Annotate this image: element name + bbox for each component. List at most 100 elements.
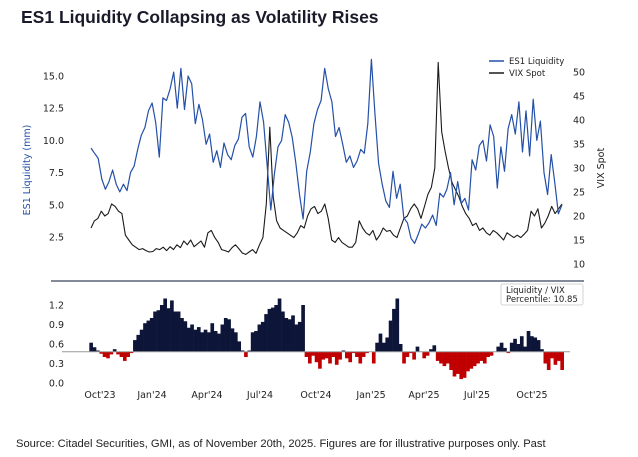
area-segment-positive — [247, 350, 252, 352]
legend: ES1 Liquidity VIX Spot — [489, 57, 564, 79]
area-segment-negative — [106, 351, 110, 359]
area-segment-negative — [311, 351, 316, 356]
y-left-tick-label: 2.5 — [49, 233, 64, 244]
area-segment-positive — [378, 333, 383, 352]
area-segment-positive — [143, 323, 147, 352]
area-segment-positive — [193, 329, 198, 352]
area-segment-negative — [412, 351, 416, 360]
area-segment-positive — [183, 321, 188, 352]
area-segment-positive — [375, 342, 379, 352]
area-segment-negative — [452, 351, 457, 377]
area-segment-positive — [170, 300, 174, 352]
y-right-tick-label: 10 — [573, 260, 585, 271]
area-segment-positive — [385, 337, 390, 352]
area-segment-negative — [351, 351, 356, 354]
area-segment-negative — [321, 351, 326, 360]
area-segment-negative — [466, 351, 470, 372]
area-segment-negative — [358, 351, 363, 364]
area-segment-negative — [109, 351, 114, 355]
x-tick-label: Jul'25 — [463, 390, 490, 401]
legend-label-liquidity: ES1 Liquidity — [509, 57, 564, 67]
y-right-tick-label: 20 — [573, 212, 585, 223]
y-left-tick-label: 5.0 — [49, 200, 64, 211]
area-segment-positive — [230, 328, 235, 352]
area-segment-positive — [156, 310, 161, 352]
x-tick-label: Jul'24 — [246, 390, 273, 401]
area-segment-positive — [210, 323, 215, 352]
area-segment-negative — [456, 351, 460, 374]
area-segment-negative — [371, 351, 376, 364]
area-segment-negative — [314, 351, 319, 363]
area-segment-positive — [207, 332, 211, 352]
area-segment-negative — [129, 351, 134, 354]
top-plot-area — [90, 58, 563, 255]
area-segment-positive — [530, 336, 534, 352]
area-segment-negative — [345, 351, 349, 359]
y-axis-label-left: ES1 Liquidity (mm) — [22, 125, 33, 216]
area-segment-positive — [496, 346, 501, 352]
area-segment-positive — [382, 342, 386, 352]
area-segment-positive — [112, 349, 117, 352]
area-segment-positive — [159, 305, 164, 352]
area-segment-positive — [227, 319, 231, 352]
area-segment-negative — [479, 351, 484, 361]
area-segment-positive — [297, 321, 302, 352]
x-tick-label: Oct'23 — [84, 390, 115, 401]
area-segment-negative — [462, 351, 467, 378]
area-segment-positive — [509, 342, 514, 352]
x-tick-label: Apr'25 — [408, 390, 439, 401]
area-segment-negative — [402, 351, 406, 364]
area-segment-negative — [449, 351, 453, 370]
area-segment-positive — [499, 342, 504, 352]
annotation-line-1: Liquidity / VIX — [506, 286, 565, 296]
area-segment-negative — [365, 351, 369, 354]
area-segment-positive — [516, 344, 521, 352]
area-segment-negative — [408, 351, 413, 354]
series-line-es1-liquidity — [90, 58, 563, 244]
area-segment-positive — [254, 331, 258, 352]
area-segment-negative — [472, 351, 477, 367]
area-segment-positive — [398, 344, 403, 352]
area-segment-positive — [203, 329, 208, 352]
area-segment-positive — [149, 318, 154, 352]
y-right-tick-label: 50 — [573, 68, 585, 79]
area-segment-positive — [432, 345, 437, 352]
area-segment-negative — [328, 351, 332, 364]
area-segment-negative — [506, 351, 511, 354]
area-segment-negative — [476, 351, 480, 364]
y-bottom-tick-label: 0.9 — [49, 320, 64, 331]
area-segment-positive — [163, 298, 167, 352]
legend-label-vix: VIX Spot — [509, 69, 546, 79]
area-segment-negative — [550, 351, 554, 359]
area-segment-positive — [415, 346, 420, 352]
area-segment-negative — [355, 351, 359, 357]
area-segment-negative — [482, 351, 487, 364]
y-bottom-tick-label: 1.2 — [49, 301, 64, 312]
x-axis: Oct'23 Jan'24 Apr'24 Jul'24 Oct'24 Jan'25 Apr'… — [84, 390, 547, 401]
area-segment-positive — [260, 321, 265, 352]
area-segment-positive — [395, 298, 400, 352]
y-right-tick-label: 25 — [573, 188, 585, 199]
area-segment-positive — [533, 337, 538, 352]
area-segment-negative — [556, 351, 561, 361]
area-segment-positive — [213, 331, 218, 352]
area-segment-positive — [233, 332, 238, 352]
area-segment-negative — [304, 351, 309, 357]
area-segment-negative — [348, 351, 353, 363]
annotation-box — [500, 283, 584, 306]
area-segment-positive — [257, 324, 262, 352]
x-tick-label: Jan'25 — [355, 390, 385, 401]
area-segment-positive — [176, 311, 181, 352]
area-segment-negative — [338, 351, 342, 360]
area-segment-positive — [429, 349, 433, 352]
area-segment-positive — [536, 340, 541, 352]
top-right-y-axis: 50 45 40 35 30 25 20 15 10 — [573, 68, 585, 271]
area-segment-positive — [237, 341, 242, 352]
y-right-tick-label: 15 — [573, 236, 585, 247]
area-segment-positive — [217, 333, 221, 352]
bottom-plot-area — [62, 298, 570, 380]
area-segment-positive — [301, 305, 305, 352]
y-bottom-tick-label: 0.6 — [49, 340, 64, 351]
area-segment-positive — [153, 311, 157, 352]
